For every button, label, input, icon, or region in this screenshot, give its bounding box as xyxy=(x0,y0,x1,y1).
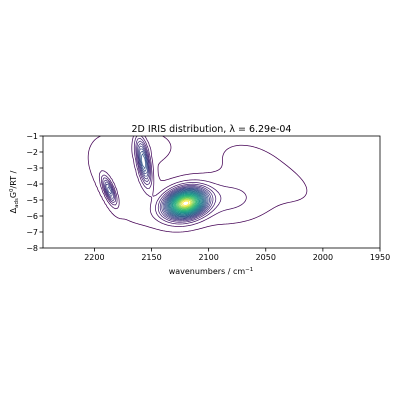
contour-level-line xyxy=(179,198,193,208)
x-tick-label: 1950 xyxy=(370,253,390,262)
contour-level-line xyxy=(170,192,202,215)
contour-level-line xyxy=(100,136,222,225)
y-tick-label: −4 xyxy=(26,180,38,189)
contour-level-line xyxy=(173,194,199,212)
contour-level-line xyxy=(166,189,206,217)
contour-level-line xyxy=(98,136,247,227)
contour-level-line xyxy=(180,199,191,207)
contour-level-line xyxy=(87,136,308,233)
contour-level-line xyxy=(175,195,197,211)
contour-level-line xyxy=(169,191,203,215)
x-axis-label: wavenumbers / cm−1 xyxy=(169,267,254,276)
contour-level-line xyxy=(174,195,198,212)
y-axis-ticks: −1 −2 −3 −4 −5 −6 −7 −8 xyxy=(26,132,43,253)
y-tick-label: −1 xyxy=(26,132,38,141)
contour-level-line xyxy=(182,200,190,206)
contour-level-line xyxy=(103,140,214,222)
contour-level-line xyxy=(176,196,195,210)
y-axis-label: ΔadsG0/RT / xyxy=(9,170,20,213)
contour-level-line xyxy=(172,193,200,213)
y-tick-label: −5 xyxy=(26,196,38,205)
x-tick-label: 2000 xyxy=(313,253,333,262)
contour-level-line xyxy=(170,192,202,214)
contour-level-line xyxy=(139,150,208,218)
contour-level-line xyxy=(176,196,196,211)
contour-level-line xyxy=(168,191,204,216)
contour-level-line xyxy=(107,148,209,219)
x-tick-label: 2050 xyxy=(256,253,276,262)
chart-title: 2D IRIS distribution, λ = 6.29e-04 xyxy=(132,124,292,135)
contour-level-line xyxy=(105,145,210,220)
x-tick-label: 2200 xyxy=(84,253,104,262)
x-tick-label: 2150 xyxy=(141,253,161,262)
y-tick-label: −2 xyxy=(26,148,38,157)
y-tick-label: −8 xyxy=(26,244,38,253)
contour-level-line xyxy=(141,153,207,218)
y-tick-label: −7 xyxy=(26,228,38,237)
contour-level-line xyxy=(167,190,205,216)
contour-level-line xyxy=(178,198,194,209)
x-tick-label: 2100 xyxy=(198,253,218,262)
y-tick-label: −6 xyxy=(26,212,38,221)
plot-frame xyxy=(42,135,381,249)
contour-lines xyxy=(87,136,308,233)
contour-level-line xyxy=(102,137,217,223)
contour-level-line xyxy=(171,193,201,214)
y-tick-label: −3 xyxy=(26,164,38,173)
contour-level-line xyxy=(177,197,195,209)
contour-level-line xyxy=(173,194,199,213)
x-axis-ticks: 2200 2150 2100 2050 2000 1950 xyxy=(84,248,390,262)
contour-level-line xyxy=(104,143,212,221)
